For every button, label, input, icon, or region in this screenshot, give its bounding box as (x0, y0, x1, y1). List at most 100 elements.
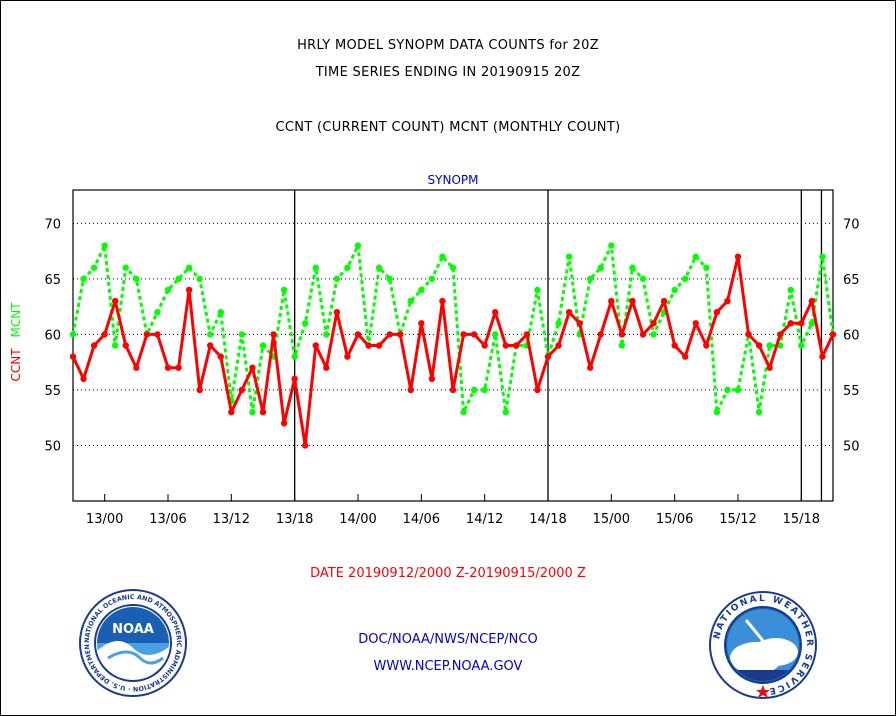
data-point-ccnt (164, 364, 172, 371)
noaa-logo-icon: NATIONAL OCEANIC AND ATMOSPHERIC ADMINIS… (78, 588, 187, 697)
data-point-mcnt (597, 264, 604, 271)
data-point-ccnt (302, 442, 309, 449)
data-point-mcnt (692, 253, 699, 260)
data-point-ccnt (354, 331, 362, 338)
data-point-mcnt (460, 408, 467, 416)
data-point-ccnt (439, 297, 446, 305)
data-point-mcnt (196, 275, 203, 283)
y-tick-label-left: 60 (44, 328, 61, 343)
x-tick-label: 13/18 (276, 512, 313, 527)
data-point-mcnt (713, 408, 721, 416)
data-point-ccnt (112, 297, 119, 305)
data-point-ccnt (819, 353, 826, 360)
y-tick-label-right: 60 (843, 328, 860, 343)
data-point-ccnt (787, 320, 794, 327)
data-point-ccnt (449, 386, 457, 394)
data-point-mcnt (629, 264, 636, 271)
website-link[interactable]: WWW.NCEP.NOAA.GOV (373, 659, 523, 674)
data-point-ccnt (513, 342, 520, 349)
data-point-ccnt (692, 320, 699, 327)
y-tick-label-left: 55 (44, 384, 61, 399)
data-point-ccnt (249, 364, 256, 371)
data-point-ccnt (175, 364, 182, 371)
data-point-mcnt (555, 320, 562, 327)
nws-logo-icon: NATIONAL WEATHER SERVICE (709, 591, 817, 699)
data-point-ccnt (755, 342, 763, 349)
y-axis-label-mcnt: MCNT (9, 302, 23, 338)
data-point-mcnt (407, 297, 414, 305)
data-point-mcnt (217, 308, 224, 316)
data-point-mcnt (703, 264, 710, 271)
data-point-mcnt (650, 331, 657, 338)
data-point-ccnt (365, 342, 372, 349)
data-point-ccnt (534, 386, 541, 394)
data-point-mcnt (207, 331, 214, 338)
data-point-mcnt (386, 275, 393, 283)
data-point-ccnt (682, 353, 689, 360)
data-point-ccnt (375, 342, 383, 349)
data-point-mcnt (133, 275, 140, 283)
data-point-ccnt (724, 297, 731, 305)
data-point-ccnt (185, 286, 193, 294)
x-tick-label: 14/18 (529, 512, 566, 527)
data-point-mcnt (312, 264, 319, 271)
chart-title-line1: HRLY MODEL SYNOPM DATA COUNTS for 20Z (297, 38, 599, 53)
data-point-ccnt (228, 408, 235, 416)
data-point-ccnt (90, 342, 98, 349)
data-point-ccnt (291, 375, 298, 383)
data-point-ccnt (196, 386, 203, 394)
data-point-mcnt (766, 342, 773, 349)
y-tick-label-right: 70 (843, 217, 860, 232)
plot-frame (72, 189, 834, 502)
data-point-ccnt (523, 331, 531, 338)
data-point-ccnt (101, 331, 108, 338)
data-point-ccnt (703, 342, 710, 349)
data-point-mcnt (302, 320, 309, 327)
data-point-mcnt (164, 286, 172, 294)
data-point-ccnt (766, 364, 773, 371)
data-point-mcnt (249, 408, 256, 416)
data-point-mcnt (112, 342, 119, 349)
data-point-ccnt (333, 308, 341, 316)
date-range-label: DATE 20190912/2000 Z-20190915/2000 Z (310, 566, 586, 581)
data-point-ccnt (470, 331, 478, 338)
data-point-ccnt (122, 342, 129, 349)
data-point-ccnt (639, 331, 647, 338)
data-point-mcnt (798, 342, 805, 349)
data-point-ccnt (69, 353, 77, 360)
data-point-ccnt (207, 342, 214, 349)
data-point-mcnt (608, 242, 615, 249)
data-point-mcnt (354, 242, 362, 249)
y-axis-label-ccnt: CCNT (9, 348, 23, 382)
data-point-mcnt (122, 264, 129, 271)
data-point-ccnt (217, 353, 224, 360)
y-tick-label-right: 50 (843, 439, 860, 454)
y-tick-label-left: 70 (44, 217, 61, 232)
data-point-ccnt (481, 342, 488, 349)
data-point-mcnt (502, 408, 509, 416)
data-point-mcnt (682, 275, 689, 283)
data-point-mcnt (69, 331, 77, 338)
data-point-mcnt (280, 286, 288, 294)
data-point-ccnt (154, 331, 161, 338)
x-tick-label: 13/06 (149, 512, 186, 527)
data-point-mcnt (734, 386, 742, 394)
data-point-ccnt (808, 297, 816, 305)
data-point-mcnt (470, 386, 478, 394)
data-point-ccnt (80, 375, 87, 383)
y-tick-label-left: 50 (44, 439, 61, 454)
data-point-ccnt (587, 364, 594, 371)
data-point-ccnt (143, 331, 151, 338)
data-point-mcnt (80, 275, 87, 283)
data-point-ccnt (238, 386, 246, 394)
noaa-logo-label: NOAA (112, 622, 154, 637)
data-point-ccnt (270, 331, 277, 338)
data-point-mcnt (101, 242, 108, 249)
data-point-ccnt (798, 320, 805, 327)
x-tick-label: 13/12 (213, 512, 250, 527)
data-point-ccnt (660, 297, 668, 305)
y-tick-label-right: 55 (843, 384, 860, 399)
panel-title: SYNOPM (428, 173, 479, 187)
data-point-ccnt (312, 342, 319, 349)
data-point-mcnt (238, 331, 246, 338)
